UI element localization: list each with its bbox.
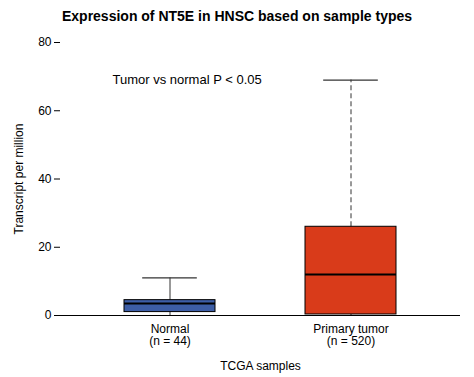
svg-text:20: 20 <box>38 240 52 254</box>
svg-text:60: 60 <box>38 104 52 118</box>
svg-text:Tumor vs normal P < 0.05: Tumor vs normal P < 0.05 <box>113 72 262 87</box>
svg-text:0: 0 <box>45 308 52 322</box>
svg-text:40: 40 <box>38 172 52 186</box>
html-text:Expression of NT5E in HNSC bas: Expression of NT5E in HNSC based on samp… <box>62 8 412 24</box>
svg-text:Normal(n = 44): Normal(n = 44) <box>149 322 191 348</box>
svg-text:80: 80 <box>38 35 52 49</box>
svg-text:Transcript per million: Transcript per million <box>12 124 26 235</box>
svg-text:Primary tumor(n = 520): Primary tumor(n = 520) <box>313 322 388 348</box>
svg-text:TCGA samples: TCGA samples <box>220 359 301 373</box>
